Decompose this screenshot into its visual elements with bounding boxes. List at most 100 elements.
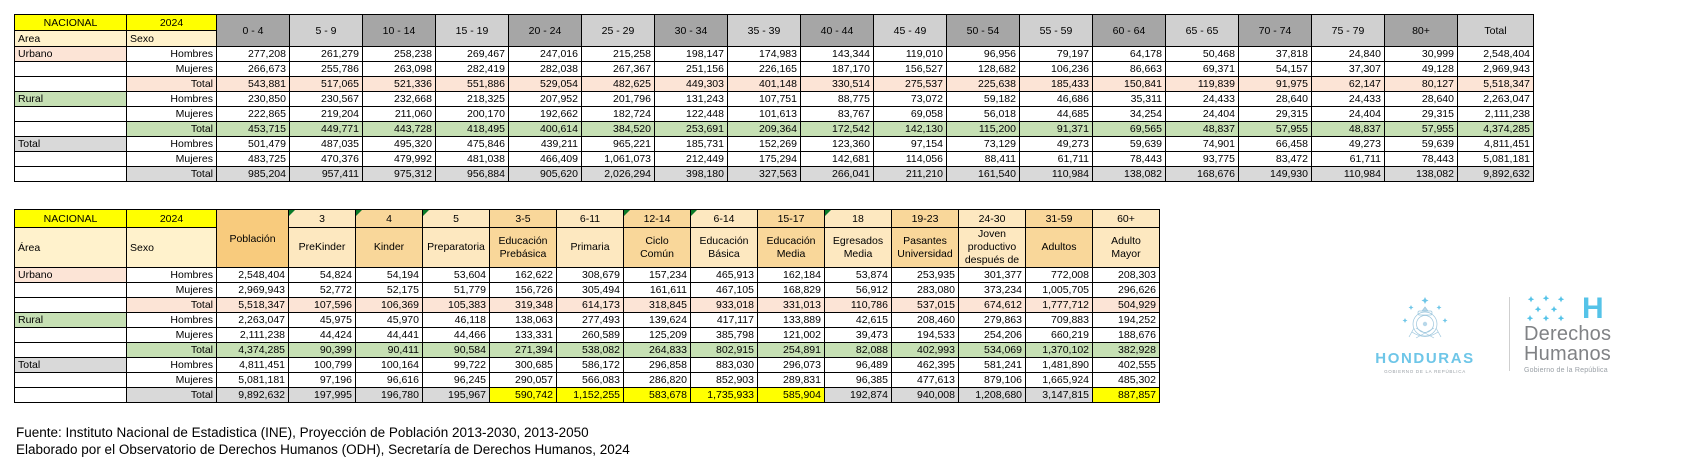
table2-cell: 125,209 xyxy=(623,327,691,343)
table2-cell: 133,331 xyxy=(489,327,557,343)
table2-cell: 194,252 xyxy=(1092,312,1160,328)
table1-sexo-cell: Hombres xyxy=(126,91,217,107)
table2-cell: 590,742 xyxy=(489,387,557,403)
table1-cell: 232,668 xyxy=(362,91,436,107)
table1-cell: 185,433 xyxy=(1019,76,1093,92)
table1-cell: 93,775 xyxy=(1165,151,1239,167)
table1-cell: 49,128 xyxy=(1384,61,1458,77)
table1-cell: 219,204 xyxy=(289,106,363,122)
table1-cell: 218,325 xyxy=(435,91,509,107)
table2-cell: 44,441 xyxy=(355,327,423,343)
table2-cell: 162,622 xyxy=(489,267,557,283)
table2-cell: 319,348 xyxy=(489,297,557,313)
table1-cell: 479,992 xyxy=(362,151,436,167)
table1-cell: 24,433 xyxy=(1311,91,1385,107)
table1-header-row-2: Area Sexo xyxy=(14,30,1534,47)
table2-area-label: Área xyxy=(14,227,127,268)
table1-cell: 138,082 xyxy=(1384,166,1458,182)
table2-poblacion-cell: 5,081,181 xyxy=(216,372,289,388)
table1-area-cell-empty xyxy=(14,166,127,182)
table1-cell: 230,567 xyxy=(289,91,363,107)
table1-col-header: 50 - 54 xyxy=(946,14,1020,47)
table1-year-cell: 2024 xyxy=(126,14,217,31)
table1-cell: 330,514 xyxy=(800,76,874,92)
table2-cell: 254,206 xyxy=(958,327,1026,343)
table1-cell: 28,640 xyxy=(1238,91,1312,107)
table1-cell: 905,620 xyxy=(508,166,582,182)
table1-cell: 327,563 xyxy=(727,166,801,182)
table-row: Total Hombres 4,811,451 100,799 100,164 99,72… xyxy=(14,357,1160,373)
table2-cell: 53,604 xyxy=(422,267,490,283)
honduras-government-logo: HONDURAS GOBIERNO DE LA REPÚBLICA xyxy=(1355,294,1495,374)
table2-cell: 254,891 xyxy=(757,342,825,358)
table-row: Total 5,518,347 107,596 106,369 105,383 319,3… xyxy=(14,297,1160,313)
table1-cell: 143,344 xyxy=(800,46,874,62)
table2-cell: 82,088 xyxy=(824,342,892,358)
table2-cell: 301,377 xyxy=(958,267,1026,283)
table2-level-header: Preparatoria xyxy=(422,227,490,268)
table1-cell: 29,315 xyxy=(1238,106,1312,122)
table-row: Mujeres 266,673 255,786 263,098 282,419 282,0… xyxy=(14,61,1534,77)
table1-cell: 59,639 xyxy=(1092,136,1166,152)
table1-cell: 73,072 xyxy=(873,91,947,107)
table2-cell: 208,303 xyxy=(1092,267,1160,283)
table1-cell: 37,307 xyxy=(1311,61,1385,77)
table1-cell: 2,969,943 xyxy=(1457,61,1534,77)
table1-col-header: 70 - 74 xyxy=(1238,14,1312,47)
table1-cell: 149,930 xyxy=(1238,166,1312,182)
table1-col-header: 5 - 9 xyxy=(289,14,363,47)
table2-cell: 139,624 xyxy=(623,312,691,328)
table1-cell: 35,311 xyxy=(1092,91,1166,107)
table1-cell: 48,837 xyxy=(1311,121,1385,137)
table2-cell: 100,799 xyxy=(288,357,356,373)
table1-cell: 956,884 xyxy=(435,166,509,182)
table2-cell: 883,030 xyxy=(690,357,758,373)
table1-cell: 282,038 xyxy=(508,61,582,77)
logo-divider xyxy=(1509,297,1510,371)
table1-cell: 198,147 xyxy=(654,46,728,62)
table2-cell: 107,596 xyxy=(288,297,356,313)
table1-cell: 543,881 xyxy=(216,76,290,92)
table1-cell: 2,026,294 xyxy=(581,166,655,182)
table2-poblacion-cell: 2,969,943 xyxy=(216,282,289,298)
table2-cell: 887,857 xyxy=(1092,387,1160,403)
table2-sexo-cell: Total xyxy=(126,297,217,313)
table1-cell: 551,886 xyxy=(435,76,509,92)
table1-cell: 24,404 xyxy=(1311,106,1385,122)
table1-col-header: 0 - 4 xyxy=(216,14,290,47)
table1-cell: 255,786 xyxy=(289,61,363,77)
table1-cell: 54,157 xyxy=(1238,61,1312,77)
table1-cell: 62,147 xyxy=(1311,76,1385,92)
table2-sexo-cell: Hombres xyxy=(126,357,217,373)
table1-cell: 172,542 xyxy=(800,121,874,137)
table1-cell: 226,165 xyxy=(727,61,801,77)
table2-cell: 286,820 xyxy=(623,372,691,388)
table1-area-cell: Urbano xyxy=(14,46,127,62)
table2-age-header: 31-59 xyxy=(1025,209,1093,228)
table2-cell: 709,883 xyxy=(1025,312,1093,328)
table1-cell: 64,178 xyxy=(1092,46,1166,62)
table2-cell: 53,874 xyxy=(824,267,892,283)
table2-cell: 566,083 xyxy=(556,372,624,388)
table-row: Total 543,881 517,065 521,336 551,886 529,054… xyxy=(14,76,1534,92)
table2-level-header: Educación Básica xyxy=(690,227,758,268)
table1-sexo-label: Sexo xyxy=(126,30,217,47)
table2-cell: 1,152,255 xyxy=(556,387,624,403)
table-row: Total 453,715 449,771 443,728 418,495 400,614… xyxy=(14,121,1534,137)
table1-cell: 481,038 xyxy=(435,151,509,167)
table1-cell: 101,613 xyxy=(727,106,801,122)
table-row: Total Hombres 501,479 487,035 495,320 475,846… xyxy=(14,136,1534,152)
table1-sexo-cell: Hombres xyxy=(126,136,217,152)
table2-body: Urbano Hombres 2,548,404 54,824 54,194 53,604… xyxy=(14,267,1160,403)
table2-level-header: Educación Media xyxy=(757,227,825,268)
table2-cell: 194,533 xyxy=(891,327,959,343)
table1-cell: 2,111,238 xyxy=(1457,106,1534,122)
table1-cell: 225,638 xyxy=(946,76,1020,92)
table2-cell: 1,665,924 xyxy=(1025,372,1093,388)
table1-cell: 211,060 xyxy=(362,106,436,122)
table2-area-cell-empty xyxy=(14,282,127,298)
table1-cell: 78,443 xyxy=(1384,151,1458,167)
table1-cell: 517,065 xyxy=(289,76,363,92)
